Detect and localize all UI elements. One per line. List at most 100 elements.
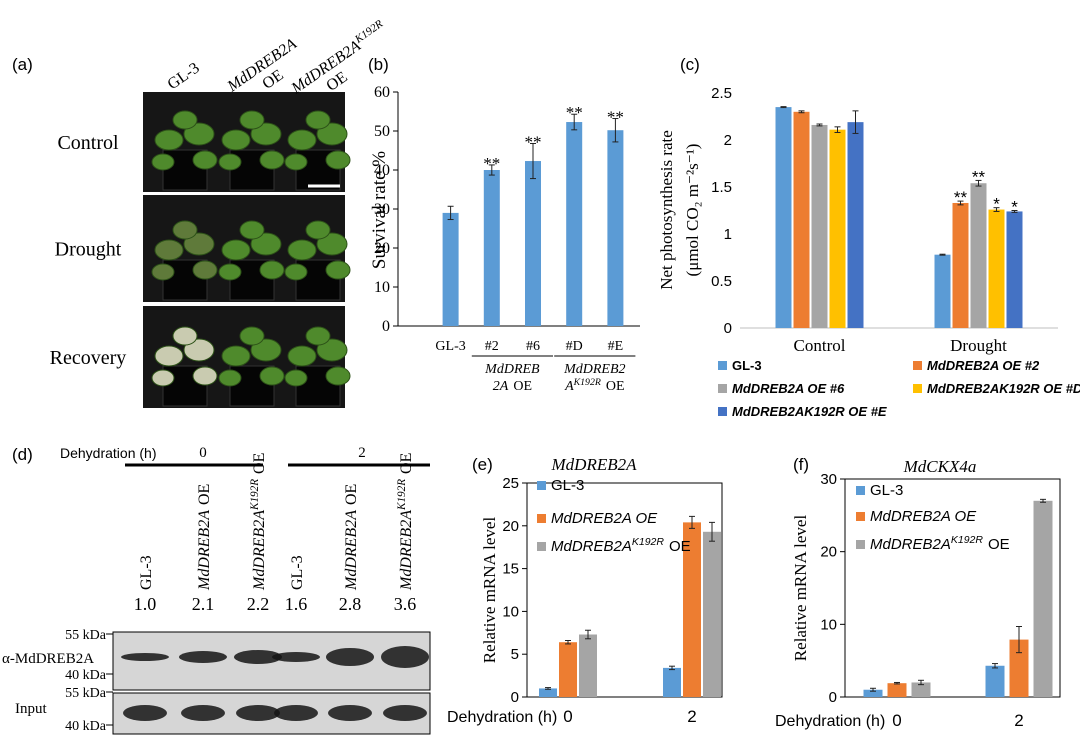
x-tick-label: #E xyxy=(608,339,624,354)
leaf xyxy=(154,345,184,367)
leaf xyxy=(218,369,242,387)
x-tick-label: Drought xyxy=(950,336,1007,355)
kda-marker: 40 kDa xyxy=(65,668,107,683)
band xyxy=(326,648,374,666)
column-name: GL-3 xyxy=(165,59,203,93)
bar xyxy=(863,689,883,697)
bar xyxy=(607,130,624,326)
legend-label: MdDREB2AK192R OE #D xyxy=(927,381,1080,396)
panel-label: (a) xyxy=(12,55,33,74)
leaf xyxy=(192,366,218,386)
error-bar xyxy=(957,200,964,206)
x-tick-label: 0 xyxy=(892,711,901,730)
label-suffix: OE xyxy=(398,453,415,474)
error-bar xyxy=(1011,210,1018,213)
group-label: 2A OE xyxy=(493,379,532,394)
x-tick-label: 0 xyxy=(563,707,572,726)
error-bar xyxy=(669,665,675,671)
significance: ** xyxy=(607,108,624,127)
band xyxy=(328,705,372,721)
y-tick-label: 5 xyxy=(511,646,519,663)
label-part: GL-3 xyxy=(551,477,584,494)
y-tick-label: 10 xyxy=(502,603,519,620)
leaf xyxy=(284,369,308,387)
lane-label: GL-3 xyxy=(289,555,306,590)
legend-swatch xyxy=(537,481,546,490)
leaf xyxy=(287,345,317,367)
leaf xyxy=(250,338,282,362)
y-tick-label: 40 xyxy=(374,162,390,179)
bar xyxy=(683,522,701,697)
legend-swatch xyxy=(718,407,727,416)
error-bar xyxy=(1016,626,1022,654)
leaf xyxy=(154,129,184,151)
bar xyxy=(829,129,846,328)
plot-frame xyxy=(844,478,1061,698)
error-bar xyxy=(689,515,695,529)
band-ratio: 2.1 xyxy=(192,594,215,614)
y-tick-label: 50 xyxy=(374,123,390,140)
y-tick-label: 2.5 xyxy=(711,85,732,102)
legend-swatch xyxy=(537,514,546,523)
legend-swatch xyxy=(856,512,865,521)
band xyxy=(181,705,225,721)
leaf xyxy=(172,110,198,130)
band xyxy=(274,705,318,721)
y-tick-label: 0 xyxy=(382,318,390,335)
legend-swatch xyxy=(856,540,865,549)
error-bar xyxy=(975,179,982,187)
label-suffix: OE xyxy=(606,379,625,394)
leaf xyxy=(316,122,348,146)
legend-label: MdDREB2AK192R OE #E xyxy=(732,404,887,419)
leaf xyxy=(287,239,317,261)
leaf xyxy=(218,263,242,281)
band-ratio: 1.0 xyxy=(134,594,157,614)
legend-swatch xyxy=(537,542,546,551)
legend-label: MdDREB2AK192R OE xyxy=(870,534,1010,553)
column-name: MdDREB2A xyxy=(224,35,300,96)
leaf xyxy=(218,153,242,171)
error-bar xyxy=(939,253,946,256)
kda-marker: 55 kDa xyxy=(65,686,107,701)
bar xyxy=(847,122,864,328)
panel-label: (e) xyxy=(472,455,493,474)
bar xyxy=(539,688,557,697)
y-tick-label: 0 xyxy=(829,689,837,706)
band xyxy=(123,705,167,721)
bar xyxy=(970,183,987,328)
band xyxy=(121,653,169,661)
bar xyxy=(793,111,810,328)
legend-swatch xyxy=(856,486,865,495)
label-part: MdDREB2A OE #2 xyxy=(927,358,1040,373)
y-tick-label: 2 xyxy=(724,132,732,149)
timepoint: 2 xyxy=(358,445,366,461)
legend-label: MdDREB2A OE xyxy=(870,508,977,525)
dehydration-label: Dehydration (h) xyxy=(60,445,157,461)
error-bar xyxy=(993,207,1000,212)
leaf xyxy=(325,150,351,170)
leaf xyxy=(239,220,265,240)
group-label: AK192R OE xyxy=(564,377,624,395)
band-ratio: 3.6 xyxy=(394,594,417,614)
y-tick-label: 0.5 xyxy=(711,273,732,290)
legend-label: MdDREB2A OE #6 xyxy=(732,381,845,396)
leaf xyxy=(151,263,175,281)
bar xyxy=(911,682,931,697)
leaf xyxy=(284,153,308,171)
x-tick-label: GL-3 xyxy=(435,339,465,354)
band-ratio: 2.2 xyxy=(247,594,270,614)
leaf xyxy=(325,260,351,280)
leaf xyxy=(325,366,351,386)
error-bar xyxy=(780,106,787,109)
leaf xyxy=(239,110,265,130)
y-axis-label: Relative mRNA level xyxy=(791,515,810,662)
y-tick-label: 20 xyxy=(374,240,390,257)
error-bar xyxy=(834,126,841,133)
y-axis-label: Survival rate % xyxy=(369,151,390,269)
x-tick-label: #6 xyxy=(526,339,540,354)
label-part: GL-3 xyxy=(165,59,203,93)
label-part: GL-3 xyxy=(289,555,306,590)
leaf xyxy=(239,326,265,346)
band xyxy=(383,705,427,721)
